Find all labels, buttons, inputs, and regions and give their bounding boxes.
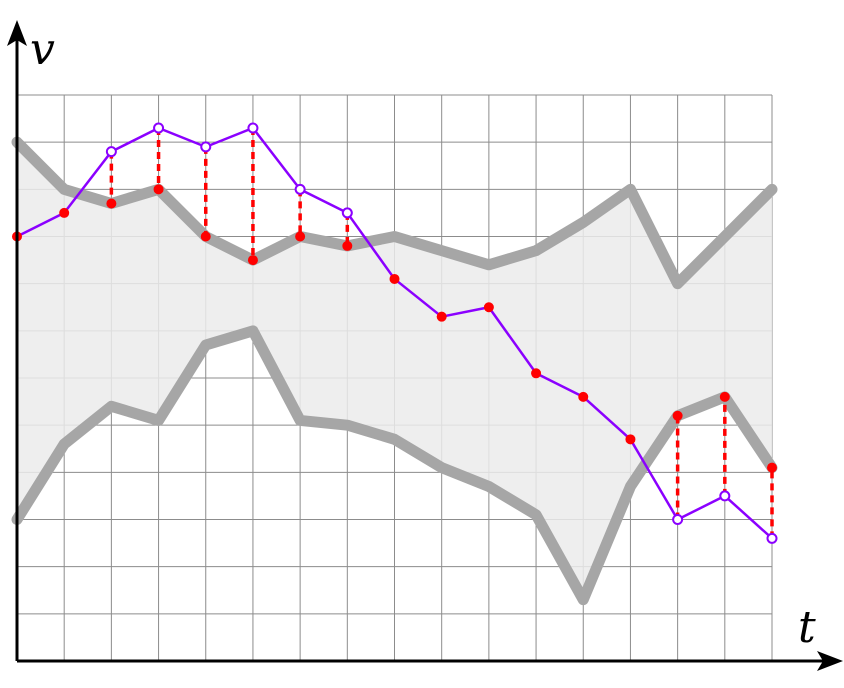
- signal-point-open: [672, 514, 684, 525]
- clamped-point: [483, 302, 494, 313]
- clamped-point: [200, 231, 211, 242]
- band-fill: [17, 142, 772, 600]
- clamped-point: [578, 391, 589, 402]
- clamped-point: [295, 231, 306, 242]
- signal-point-open: [105, 146, 117, 158]
- clamped-point: [767, 462, 777, 473]
- clamped-point: [342, 240, 353, 251]
- x-axis-arrow: [817, 651, 843, 671]
- band: [17, 142, 772, 600]
- clamped-point: [436, 311, 447, 322]
- clamped-point: [247, 255, 258, 266]
- clamped-point: [153, 184, 164, 195]
- bounds: [11, 136, 778, 606]
- clamped-point: [672, 410, 683, 421]
- clamped-point: [59, 207, 70, 218]
- upper-bound-line: [11, 136, 778, 290]
- signal-point-open: [294, 183, 306, 195]
- points: [12, 122, 778, 544]
- signal-point-open: [153, 122, 165, 134]
- axes: v t: [7, 20, 843, 671]
- signal-point-open: [341, 207, 353, 219]
- x-axis-label: t: [798, 602, 816, 653]
- clamped-point: [719, 391, 730, 402]
- y-axis-label: v: [30, 24, 55, 75]
- y-axis-arrow: [7, 20, 27, 46]
- clamped-point: [531, 368, 542, 379]
- signal-point-open: [766, 532, 778, 544]
- signal-point-open: [719, 490, 731, 502]
- signal-point-open: [200, 141, 212, 153]
- signal-point-open: [247, 122, 259, 134]
- clamp-drops: [109, 128, 774, 539]
- lower-bound-line: [11, 325, 778, 606]
- clamped-point: [625, 434, 636, 445]
- clamped-point: [389, 273, 400, 284]
- clamped-point: [106, 198, 117, 209]
